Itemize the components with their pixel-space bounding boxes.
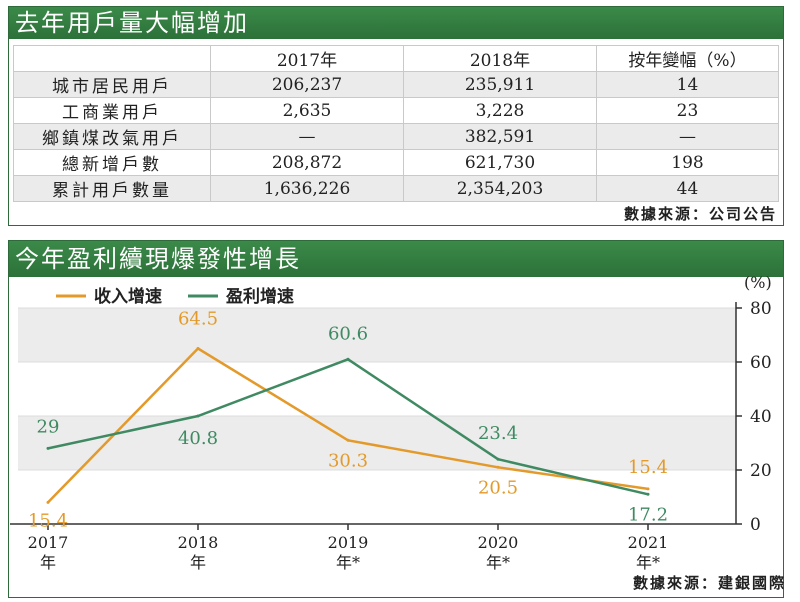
cell-2018: 382,591	[403, 123, 597, 150]
cell-2018: 235,911	[403, 71, 597, 98]
x-tick-label-year: 2018	[178, 533, 219, 552]
data-label: 29	[37, 416, 60, 437]
legend-label: 盈利增速	[225, 286, 294, 307]
data-point	[196, 414, 200, 418]
header-change: 按年變幅（%）	[596, 45, 779, 72]
y-tick-label: 60	[750, 353, 772, 373]
table-row: 總新增戶數 208,872 621,730 198	[13, 149, 779, 176]
data-point	[346, 438, 350, 442]
data-label: 15.4	[628, 457, 668, 478]
y-tick-label: 20	[750, 461, 772, 481]
x-tick-label-suffix: 年	[190, 553, 206, 572]
row-label: 鄉鎮煤改氣用戶	[13, 123, 211, 150]
data-label: 15.4	[28, 510, 68, 531]
data-point	[496, 465, 500, 469]
y-tick-label: 40	[750, 407, 772, 427]
data-point	[46, 500, 50, 504]
cell-change: —	[596, 123, 779, 150]
data-label: 40.8	[178, 428, 218, 449]
table-row: 工商業用戶 2,635 3,228 23	[13, 97, 779, 124]
y-axis-unit: (%)	[744, 276, 772, 292]
header-blank	[13, 45, 211, 72]
table-source: 數據來源：公司公告	[623, 205, 777, 223]
table-title: 去年用戶量大幅增加	[9, 7, 783, 39]
cell-change: 23	[596, 97, 779, 124]
cell-2018: 2,354,203	[403, 175, 597, 202]
data-label: 20.5	[478, 477, 518, 498]
x-tick-label-suffix: 年	[40, 553, 56, 572]
cell-2017: 2,635	[210, 97, 404, 124]
header-2017: 2017年	[210, 45, 404, 72]
cell-2017: 208,872	[210, 149, 404, 176]
cell-2017: 1,636,226	[210, 175, 404, 202]
data-point	[46, 446, 50, 450]
cell-2018: 621,730	[403, 149, 597, 176]
chart-source: 數據來源：建銀國際	[632, 574, 786, 592]
grid-band	[18, 416, 736, 470]
cell-2017: 206,237	[210, 71, 404, 98]
data-label: 60.6	[328, 323, 368, 344]
header-2018: 2018年	[403, 45, 597, 72]
data-point	[646, 487, 650, 491]
row-label: 累計用戶數量	[13, 175, 211, 202]
row-label: 總新增戶數	[13, 149, 211, 176]
data-point	[346, 357, 350, 361]
table-row: 累計用戶數量 1,636,226 2,354,203 44	[13, 175, 779, 202]
data-label: 17.2	[628, 504, 668, 525]
row-label: 工商業用戶	[13, 97, 211, 124]
grid-band	[18, 308, 736, 362]
y-tick-label: 80	[750, 299, 772, 319]
row-label: 城市居民用戶	[13, 71, 211, 98]
data-label: 64.5	[178, 309, 218, 330]
cell-change: 14	[596, 71, 779, 98]
cell-2017: —	[210, 123, 404, 150]
data-point	[646, 492, 650, 496]
data-label: 30.3	[328, 450, 368, 471]
chart-panel: 今年盈利續現爆發性增長	[8, 240, 784, 598]
user-table: 2017年 2018年 按年變幅（%） 城市居民用戶 206,237 235,9…	[13, 45, 779, 202]
legend-label: 收入增速	[94, 286, 162, 307]
line-chart: 020406080(%)2017年2018年2019年*2020年*2021年*…	[10, 276, 772, 572]
x-tick-label-suffix: 年*	[336, 553, 360, 572]
y-tick-label: 0	[750, 515, 761, 535]
x-tick-label-year: 2017	[28, 533, 69, 552]
data-point	[496, 457, 500, 461]
table-row: 鄉鎮煤改氣用戶 — 382,591 —	[13, 123, 779, 150]
data-point	[196, 347, 200, 350]
table-header-row: 2017年 2018年 按年變幅（%）	[13, 45, 779, 72]
x-tick-label-suffix: 年*	[486, 553, 510, 572]
table-row: 城市居民用戶 206,237 235,911 14	[13, 71, 779, 98]
x-tick-label-year: 2020	[478, 533, 519, 552]
cell-change: 198	[596, 149, 779, 176]
x-tick-label-year: 2019	[328, 533, 369, 552]
user-table-panel: 去年用戶量大幅增加 2017年 2018年 按年變幅（%） 城市居民用戶 206…	[8, 6, 784, 226]
cell-2018: 3,228	[403, 97, 597, 124]
chart-title: 今年盈利續現爆發性增長	[9, 241, 783, 277]
x-tick-label-suffix: 年*	[636, 553, 660, 572]
x-tick-label-year: 2021	[628, 533, 669, 552]
cell-change: 44	[596, 175, 779, 202]
data-label: 23.4	[478, 423, 518, 444]
